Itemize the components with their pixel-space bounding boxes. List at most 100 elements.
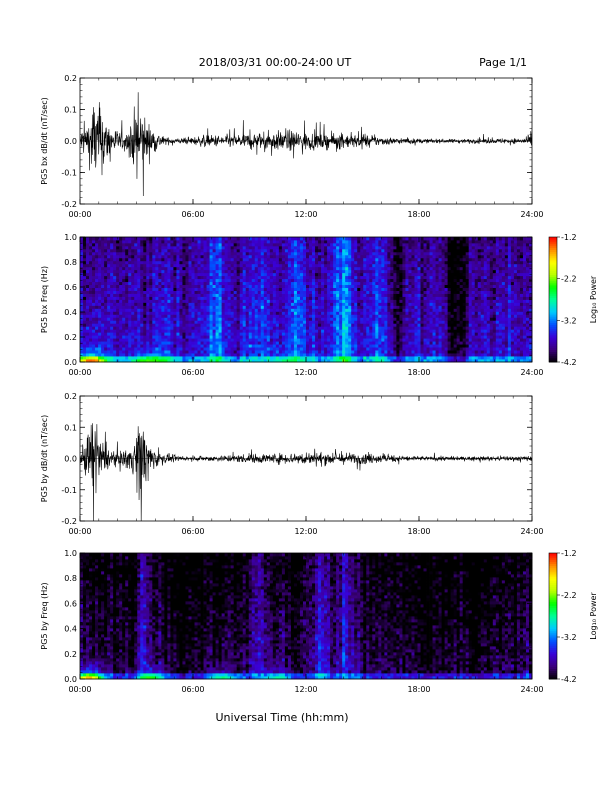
heatmap-cell	[269, 293, 274, 297]
heatmap-cell	[128, 341, 132, 345]
heatmap-cell	[381, 347, 385, 351]
heatmap-cell	[227, 248, 232, 253]
heatmap-cell	[83, 359, 87, 363]
heatmap-cell	[215, 332, 220, 336]
heatmap-cell	[369, 272, 373, 277]
heatmap-cell	[122, 356, 126, 360]
heatmap-cell	[188, 341, 192, 345]
heatmap-cell	[387, 245, 391, 250]
heatmap-cell	[312, 278, 316, 283]
heatmap-cell	[164, 356, 168, 360]
heatmap-cell	[309, 260, 313, 265]
heatmap-cell	[408, 278, 412, 283]
heatmap-cell	[194, 311, 198, 315]
heatmap-cell	[324, 320, 328, 324]
heatmap-cell	[227, 344, 232, 348]
heatmap-cell	[245, 311, 250, 315]
heatmap-cell	[140, 254, 144, 259]
heatmap-cell	[281, 299, 286, 303]
heatmap-cell	[339, 311, 343, 315]
heatmap-cell	[89, 281, 93, 286]
heatmap-cell	[257, 269, 262, 274]
heatmap-cell	[143, 257, 147, 262]
heatmap-cell	[375, 278, 379, 283]
heatmap-cell	[390, 275, 394, 280]
heatmap-cell	[182, 338, 186, 342]
heatmap-cell	[357, 326, 361, 330]
heatmap-cell	[417, 329, 421, 333]
heatmap-cell	[417, 296, 421, 300]
heatmap-cell	[330, 275, 334, 280]
heatmap-cell	[299, 311, 304, 315]
heatmap-cell	[302, 245, 307, 250]
heatmap-cell	[372, 311, 376, 315]
heatmap-cell	[348, 266, 352, 271]
heatmap-cell	[408, 266, 412, 271]
heatmap-cell	[122, 311, 126, 315]
heatmap-cell	[254, 341, 259, 345]
heatmap-cell	[104, 305, 108, 309]
heatmap-cell	[372, 320, 376, 324]
heatmap-cell	[372, 239, 376, 244]
heatmap-cell	[128, 335, 132, 339]
heatmap-cell	[290, 311, 295, 315]
heatmap-cell	[86, 344, 90, 348]
heatmap-cell	[393, 257, 397, 262]
heatmap-cell	[113, 299, 117, 303]
heatmap-cell	[176, 353, 180, 357]
heatmap-cell	[345, 290, 349, 294]
heatmap-cell	[128, 263, 132, 268]
heatmap-cell	[315, 299, 319, 303]
heatmap-cell	[203, 344, 207, 348]
heatmap-cell	[95, 323, 99, 327]
heatmap-cell	[381, 326, 385, 330]
heatmap-cell	[80, 305, 84, 309]
heatmap-cell	[360, 335, 364, 339]
heatmap-cell	[209, 237, 213, 241]
heatmap-cell	[378, 356, 382, 360]
heatmap-cell	[342, 335, 346, 339]
heatmap-cell	[140, 347, 144, 351]
heatmap-cell	[146, 323, 150, 327]
heatmap-cell	[227, 320, 232, 324]
heatmap-cell	[209, 320, 213, 324]
heatmap-cell	[200, 284, 204, 288]
heatmap-cell	[239, 266, 244, 271]
heatmap-cell	[281, 320, 286, 324]
heatmap-cell	[224, 251, 229, 256]
heatmap-cell	[218, 275, 223, 280]
heatmap-cell	[149, 353, 153, 357]
heatmap-cell	[251, 296, 256, 300]
heatmap-cell	[369, 320, 373, 324]
heatmap-cell	[233, 320, 238, 324]
heatmap-cell	[324, 311, 328, 315]
heatmap-cell	[167, 302, 171, 306]
heatmap-cell	[260, 272, 265, 277]
heatmap-cell	[218, 314, 223, 318]
heatmap-cell	[248, 341, 253, 345]
heatmap-cell	[173, 272, 177, 277]
heatmap-cell	[275, 350, 280, 354]
heatmap-cell	[188, 281, 192, 286]
heatmap-cell	[176, 269, 180, 274]
heatmap-cell	[131, 341, 135, 345]
heatmap-cell	[387, 290, 391, 294]
heatmap-cell	[312, 239, 316, 244]
heatmap-cell	[257, 314, 262, 318]
heatmap-cell	[381, 341, 385, 345]
heatmap-cell	[197, 329, 201, 333]
heatmap-cell	[89, 257, 93, 262]
heatmap-cell	[312, 284, 316, 288]
heatmap-cell	[143, 242, 147, 247]
heatmap-cell	[333, 347, 337, 351]
heatmap-cell	[266, 290, 271, 294]
heatmap-cell	[417, 326, 421, 330]
heatmap-cell	[170, 344, 174, 348]
heatmap-cell	[384, 335, 388, 339]
heatmap-cell	[330, 344, 334, 348]
heatmap-cell	[200, 350, 204, 354]
heatmap-cell	[420, 347, 424, 351]
heatmap-cell	[342, 269, 346, 274]
heatmap-cell	[324, 302, 328, 306]
heatmap-cell	[330, 317, 334, 321]
